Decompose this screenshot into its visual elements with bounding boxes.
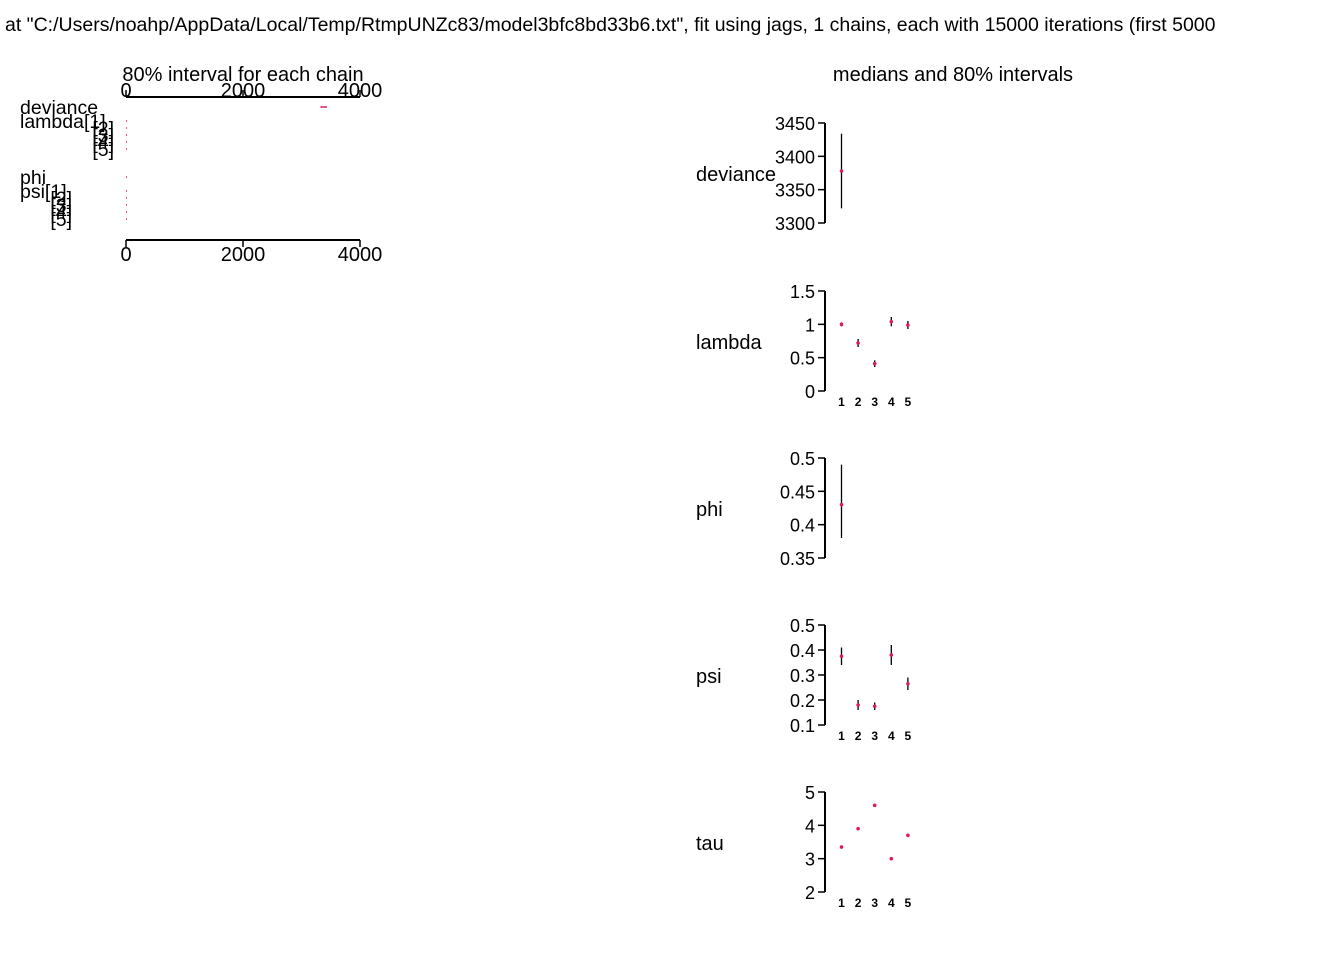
x-tick-label: 3	[871, 729, 878, 743]
y-tick-label: 4	[805, 816, 815, 836]
panel-label: tau	[696, 833, 724, 855]
panel-label: deviance	[696, 164, 776, 186]
left-param-label: [5]	[92, 139, 114, 161]
left-param-label: [2]	[50, 188, 72, 210]
left-chart-title: 80% interval for each chain	[122, 64, 363, 86]
left-top-tick-label: 2000	[221, 80, 266, 102]
y-tick-label: 0.4	[790, 641, 815, 661]
y-tick-label: 1.5	[790, 282, 815, 302]
median-point	[839, 169, 844, 173]
left-param-label: lambda[1]	[20, 111, 106, 133]
x-tick-label: 3	[871, 896, 878, 910]
y-tick-label: 0.3	[790, 666, 815, 686]
median-point	[889, 319, 894, 324]
x-tick-label: 1	[838, 729, 845, 743]
x-tick-label: 5	[905, 896, 912, 910]
y-tick-label: 2	[805, 883, 815, 903]
median-point	[872, 803, 877, 808]
panel-label: psi	[696, 666, 722, 688]
y-tick-label: 3400	[775, 147, 815, 167]
median-point	[889, 653, 894, 657]
median-point	[872, 704, 877, 709]
right-chart-title: medians and 80% intervals	[833, 64, 1073, 86]
x-tick-label: 1	[838, 896, 845, 910]
left-param-label: [5]	[50, 209, 72, 231]
panel-psi: psi 0.1 0.2 0.3 0.4 0.5 1 2 3 4 5	[696, 616, 912, 743]
left-top-tick-label: 0	[120, 80, 131, 102]
median-point	[889, 856, 894, 861]
left-param-label: phi	[20, 167, 46, 189]
median-point	[839, 502, 844, 507]
x-tick-label: 5	[905, 729, 912, 743]
median-point	[856, 826, 860, 831]
left-param-label: [4]	[92, 132, 114, 154]
left-bottom-tick-label: 2000	[221, 244, 266, 266]
left-param-label: [4]	[50, 202, 72, 224]
y-tick-label: 0.45	[780, 482, 815, 502]
left-param-label: deviance	[20, 97, 98, 119]
y-tick-label: 3	[805, 850, 815, 870]
y-tick-label: 0	[805, 382, 815, 402]
x-tick-label: 2	[855, 395, 862, 409]
median-point	[839, 322, 844, 327]
median-point	[872, 361, 877, 366]
header-text: at "C:/Users/noahp/AppData/Local/Temp/Rt…	[5, 14, 1216, 36]
median-point	[906, 323, 910, 327]
y-tick-label: 0.5	[790, 349, 815, 369]
panel-phi: phi 0.35 0.4 0.45 0.5	[696, 449, 844, 569]
median-point	[906, 681, 910, 686]
panel-deviance: deviance 3300 3350 3400 3450	[696, 114, 844, 234]
panel-label: lambda	[696, 332, 762, 354]
y-tick-label: 1	[805, 315, 815, 335]
y-tick-label: 0.35	[780, 549, 815, 569]
left-bottom-tick-label: 0	[120, 244, 131, 266]
median-interval-chart: medians and 80% intervalsdeviance3300335…	[696, 64, 1073, 910]
y-tick-label: 0.1	[790, 716, 815, 736]
median-point	[839, 845, 844, 849]
y-tick-label: 3300	[775, 214, 815, 234]
chain-interval-chart: 80% interval for each chain0020002000400…	[20, 64, 382, 266]
median-point	[856, 703, 860, 707]
x-tick-label: 5	[905, 395, 912, 409]
left-param-label: psi[1]	[20, 181, 67, 203]
y-tick-label: 0.5	[790, 616, 815, 636]
y-tick-label: 3350	[775, 181, 815, 201]
x-tick-label: 3	[871, 395, 878, 409]
y-tick-label: 0.4	[790, 516, 815, 536]
left-top-tick-label: 4000	[338, 80, 383, 102]
median-point	[856, 341, 860, 345]
median-point	[839, 654, 844, 659]
y-tick-label: 0.5	[790, 449, 815, 469]
y-tick-label: 5	[805, 783, 815, 803]
left-param-label: [3]	[92, 125, 114, 147]
x-tick-label: 4	[888, 729, 895, 743]
left-param-label: [2]	[92, 118, 114, 140]
x-tick-label: 4	[888, 395, 895, 409]
x-tick-label: 1	[838, 395, 845, 409]
median-point	[906, 833, 910, 838]
y-tick-label: 3450	[775, 114, 815, 134]
x-tick-label: 4	[888, 896, 895, 910]
x-tick-label: 2	[855, 896, 862, 910]
y-tick-label: 0.2	[790, 691, 815, 711]
panel-label: phi	[696, 499, 723, 521]
left-bottom-tick-label: 4000	[338, 244, 383, 266]
x-tick-label: 2	[855, 729, 862, 743]
left-param-label: [3]	[50, 195, 72, 217]
